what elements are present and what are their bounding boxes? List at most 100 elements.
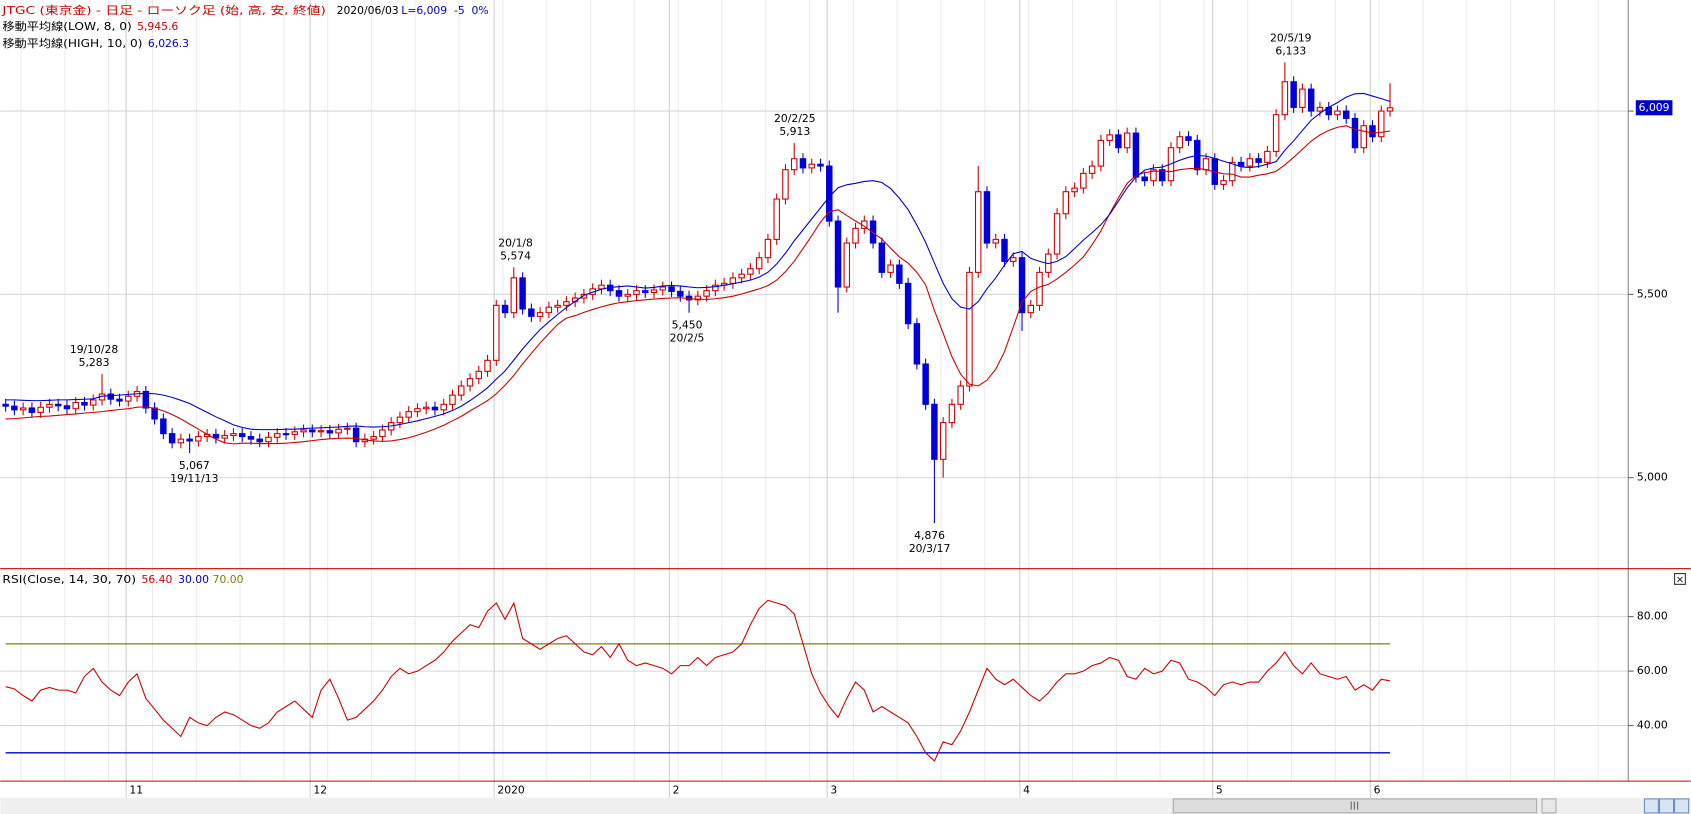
annotation-value: 5,450: [672, 319, 703, 332]
candle-body: [536, 312, 544, 317]
candle-body: [186, 438, 193, 442]
legend-value: 5,945.6: [137, 20, 178, 33]
candle-body: [974, 191, 982, 273]
rsi-level-label: 30.00: [178, 573, 209, 586]
candle-body: [238, 433, 246, 438]
candle-body: [668, 286, 675, 292]
candle-body: [1378, 110, 1385, 138]
candle-body: [1150, 169, 1157, 182]
candle-body: [1386, 107, 1394, 112]
candle-body: [650, 289, 658, 294]
candle-body: [896, 264, 903, 284]
candle-body: [501, 304, 509, 314]
candle-body: [528, 308, 535, 317]
candle-body: [878, 242, 886, 273]
candle-body: [405, 411, 412, 418]
legend-value: 6,026.3: [148, 37, 189, 50]
annotation-date: 19/10/28: [70, 343, 119, 356]
candle-body: [1237, 161, 1245, 167]
candle-body: [1246, 158, 1254, 167]
candle-body: [1351, 117, 1359, 149]
candle-body: [282, 433, 290, 436]
close-icon[interactable]: ×: [1676, 575, 1684, 586]
candle-body: [151, 407, 158, 420]
annotation-date: 19/11/13: [170, 472, 218, 485]
candle-body: [677, 290, 684, 297]
scrollbar-grip: III: [1350, 799, 1360, 812]
zoom-button[interactable]: [1674, 798, 1690, 814]
candle-body: [431, 406, 439, 411]
candle-body: [808, 163, 815, 169]
close-button[interactable]: [1674, 573, 1686, 585]
candle-body: [642, 290, 649, 294]
candle-body: [817, 163, 824, 167]
candle-body: [160, 418, 167, 435]
candle-body: [1185, 136, 1192, 141]
y-tick-label: 40.00: [1637, 719, 1668, 732]
annotation-value: 5,067: [179, 459, 210, 472]
candle-body: [90, 399, 97, 406]
candle-body: [1342, 110, 1350, 119]
candle-body: [545, 306, 553, 314]
candle-body: [46, 403, 53, 408]
candle-body: [563, 301, 570, 306]
candle-body: [54, 403, 62, 407]
candle-body: [1053, 213, 1061, 255]
candle-body: [125, 395, 132, 402]
candle-body: [983, 191, 991, 244]
annotation-value: 4,876: [914, 529, 945, 542]
scroll-button[interactable]: [1541, 798, 1557, 814]
candle-body: [1255, 158, 1262, 163]
candle-body: [449, 394, 456, 405]
candle-body: [1088, 165, 1096, 174]
candle-body: [11, 405, 18, 411]
zoom-button[interactable]: [1643, 798, 1659, 814]
candle-body: [19, 407, 27, 411]
y-tick-label: 80.00: [1637, 610, 1668, 623]
y-tick-label: 60.00: [1637, 664, 1668, 677]
candle-body: [72, 401, 79, 410]
candle-body: [221, 434, 228, 439]
candle-body: [142, 390, 150, 409]
scrollbar-thumb[interactable]: [1172, 798, 1538, 814]
annotation-date: 20/2/5: [670, 332, 705, 345]
candle-body: [764, 238, 772, 259]
candle-body: [466, 378, 474, 387]
moving-average-line: [5, 92, 1391, 431]
candle-body: [1106, 134, 1113, 141]
y-tick-label: 5,500: [1637, 287, 1668, 300]
candle-body: [904, 282, 912, 325]
candle-body: [177, 438, 185, 444]
legend-label: 移動平均線(HIGH, 10, 0): [2, 37, 142, 50]
candle-body: [168, 433, 176, 444]
candle-body: [107, 393, 115, 400]
moving-average-line: [5, 125, 1391, 445]
candle-body: [379, 429, 386, 438]
candle-body: [484, 359, 491, 372]
annotation-date: 20/2/25: [774, 112, 816, 125]
zoom-button[interactable]: [1658, 798, 1675, 814]
candle-body: [1071, 187, 1078, 193]
candle-body: [28, 407, 36, 413]
candle-body: [1202, 158, 1210, 171]
candle-body: [1316, 106, 1324, 112]
x-tick-label: 11: [129, 783, 143, 796]
candle-body: [63, 405, 71, 410]
rsi-line: [5, 599, 1391, 762]
candle-body: [256, 438, 263, 443]
candle-body: [738, 273, 745, 279]
candle-body: [300, 429, 307, 433]
candle-body: [1123, 132, 1131, 149]
candle-body: [519, 277, 526, 310]
candle-body: [939, 422, 947, 460]
candle-body: [659, 286, 667, 291]
candle-body: [247, 436, 255, 440]
candle-body: [1264, 150, 1271, 163]
x-tick-label: 6: [1374, 783, 1381, 796]
candle-body: [755, 257, 763, 270]
candle-body: [458, 385, 465, 396]
x-tick-label: 3: [830, 783, 837, 796]
candle-body: [712, 284, 719, 292]
